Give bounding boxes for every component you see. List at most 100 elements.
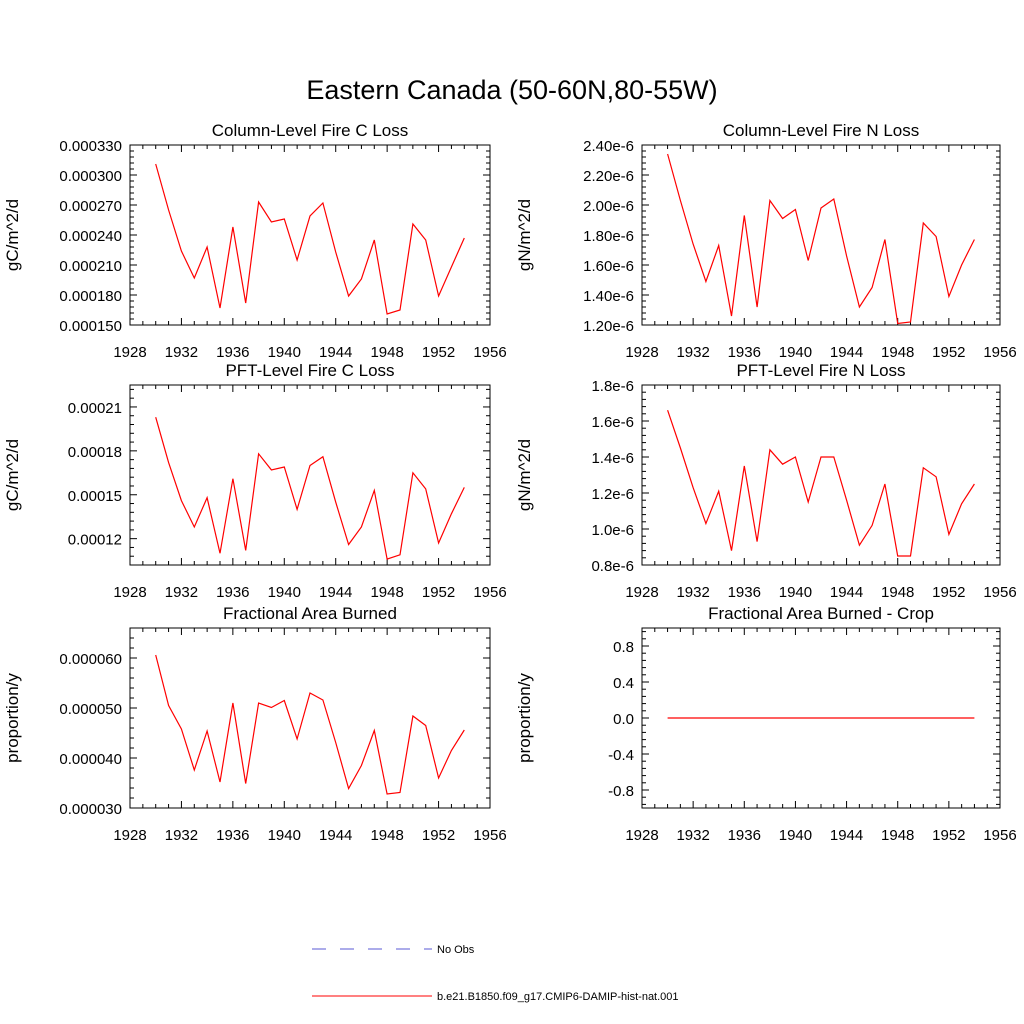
- panel-title: Fractional Area Burned - Crop: [708, 604, 934, 623]
- x-tick-label: 1932: [165, 827, 198, 844]
- y-tick-label: 1.80e-6: [583, 228, 634, 245]
- panel-1: 1928 1932 1936 1940 1944 1948 1952 1956 0.000150…: [3, 121, 507, 361]
- panel-3: 1928 1932 1936 1940 1944 1948 1952 1956 0.00012 0…: [3, 361, 507, 601]
- x-tick-label: 1932: [676, 344, 709, 361]
- x-tick-label: 1948: [370, 827, 403, 844]
- x-tick-label: 1956: [473, 827, 506, 844]
- x-tick-label: 1952: [932, 584, 965, 601]
- x-tick-label: 1940: [268, 344, 301, 361]
- y-tick-label: 1.20e-6: [583, 318, 634, 335]
- x-tick-label: 1944: [319, 344, 352, 361]
- y-tick-label: 0.00012: [68, 532, 122, 549]
- y-tick-label: 0.000330: [59, 138, 122, 155]
- panel-title: Fractional Area Burned: [223, 604, 397, 623]
- panel-title: PFT-Level Fire N Loss: [736, 361, 905, 380]
- figure-title: Eastern Canada (50-60N,80-55W): [306, 75, 717, 105]
- panel-title: PFT-Level Fire C Loss: [225, 361, 394, 380]
- panels: 1928 1932 1936 1940 1944 1948 1952 19560.000150…: [3, 121, 1017, 844]
- x-tick-label: 1944: [830, 827, 863, 844]
- y-tick-label: 0.000050: [59, 701, 122, 718]
- y-tick-label: 0.000060: [59, 651, 122, 668]
- y-tick-label: 1.8e-6: [591, 378, 634, 395]
- legend: No Obs b.e21.B1850.f09_g17.CMIP6-DAMIP-h…: [312, 944, 679, 1003]
- x-tick-label: 1956: [983, 827, 1016, 844]
- x-tick-label: 1928: [625, 827, 658, 844]
- x-tick-label: 1956: [473, 584, 506, 601]
- y-tick-label: 0.000150: [59, 318, 122, 335]
- series-line-1: [667, 410, 975, 557]
- legend-label-model: b.e21.B1850.f09_g17.CMIP6-DAMIP-hist-nat…: [437, 991, 679, 1003]
- x-tick-label: 1952: [422, 344, 455, 361]
- x-tick-label: 1956: [473, 344, 506, 361]
- x-tick-label: 1944: [830, 584, 863, 601]
- plot-frame: [129, 144, 491, 326]
- x-tick-label: 1928: [113, 584, 146, 601]
- x-tick-label: 1928: [113, 344, 146, 361]
- x-tick-label: 1928: [625, 584, 658, 601]
- panel-6: 1928 1932 1936 1940 1944 1948 1952 1956 -0.8 -0.4…: [515, 604, 1017, 844]
- panel-5: 1928 1932 1936 1940 1944 1948 1952 1956 0.000030…: [3, 604, 507, 844]
- x-tick-label: 1940: [268, 827, 301, 844]
- y-tick-label: -0.8: [608, 783, 634, 800]
- panel-title: Column-Level Fire C Loss: [212, 121, 409, 140]
- x-tick-label: 1940: [779, 827, 812, 844]
- x-tick-label: 1940: [779, 584, 812, 601]
- y-tick-label: 0.0: [613, 711, 634, 728]
- x-tick-label: 1956: [983, 344, 1016, 361]
- x-tick-label: 1936: [216, 827, 249, 844]
- series-line-1: [667, 153, 975, 325]
- x-tick-label: 1936: [728, 584, 761, 601]
- x-tick-label: 1940: [268, 584, 301, 601]
- x-tick-label: 1952: [422, 827, 455, 844]
- y-tick-label: 2.00e-6: [583, 198, 634, 215]
- x-tick-label: 1944: [319, 827, 352, 844]
- y-tick-label: 0.000180: [59, 288, 122, 305]
- y-axis-label: gN/m^2/d: [515, 199, 534, 271]
- x-tick-label: 1948: [370, 344, 403, 361]
- x-tick-label: 1932: [676, 827, 709, 844]
- y-tick-label: 0.8e-6: [591, 558, 634, 575]
- panel-title: Column-Level Fire N Loss: [723, 121, 920, 140]
- y-tick-label: 0.00018: [68, 444, 122, 461]
- y-tick-label: 0.000270: [59, 198, 122, 215]
- x-tick-label: 1936: [728, 827, 761, 844]
- plot-frame: [129, 627, 491, 809]
- x-tick-label: 1936: [216, 584, 249, 601]
- panel-4: 1928 1932 1936 1940 1944 1948 1952 1956 0.8e-6 1.…: [515, 361, 1017, 601]
- y-tick-label: 0.00015: [68, 488, 122, 505]
- x-tick-label: 1948: [370, 584, 403, 601]
- x-tick-label: 1936: [728, 344, 761, 361]
- x-tick-label: 1936: [216, 344, 249, 361]
- y-axis-label: proportion/y: [515, 673, 534, 763]
- x-tick-label: 1944: [830, 344, 863, 361]
- y-axis-label: gC/m^2/d: [3, 439, 22, 511]
- x-tick-label: 1948: [881, 584, 914, 601]
- legend-label-no-obs: No Obs: [437, 944, 475, 956]
- x-tick-label: 1952: [932, 827, 965, 844]
- panel-2: 1928 1932 1936 1940 1944 1948 1952 1956 1.20e-6 1…: [515, 121, 1017, 361]
- x-tick-label: 1932: [676, 584, 709, 601]
- x-tick-label: 1932: [165, 344, 198, 361]
- x-tick-label: 1928: [113, 827, 146, 844]
- x-tick-label: 1940: [779, 344, 812, 361]
- y-tick-label: 0.000030: [59, 801, 122, 818]
- y-tick-label: 2.20e-6: [583, 168, 634, 185]
- series-line-1: [155, 417, 465, 560]
- y-tick-label: 0.4: [613, 675, 634, 692]
- plot-frame: [641, 144, 1001, 326]
- y-tick-label: 2.40e-6: [583, 138, 634, 155]
- y-tick-label: 1.40e-6: [583, 288, 634, 305]
- x-tick-label: 1932: [165, 584, 198, 601]
- y-tick-label: 1.2e-6: [591, 486, 634, 503]
- y-axis-label: gC/m^2/d: [3, 199, 22, 271]
- x-tick-label: 1956: [983, 584, 1016, 601]
- y-tick-label: 1.4e-6: [591, 450, 634, 467]
- y-tick-label: 0.000040: [59, 751, 122, 768]
- plot-frame: [129, 384, 491, 566]
- x-tick-label: 1952: [422, 584, 455, 601]
- x-tick-label: 1928: [625, 344, 658, 361]
- y-tick-label: 0.000240: [59, 228, 122, 245]
- series-line-1: [155, 654, 465, 795]
- series-line-1: [155, 163, 465, 315]
